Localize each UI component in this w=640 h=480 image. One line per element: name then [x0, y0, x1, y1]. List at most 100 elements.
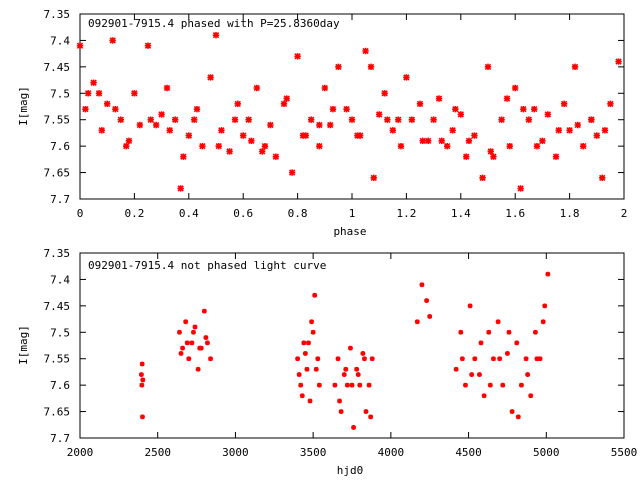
unphased-chart: 7.35 7.4 7.45 7.5 7.55 7.6 7.65 7.7 2000 2500 300…	[17, 247, 637, 477]
unphased-data-point	[295, 356, 300, 362]
phased-chart: 7.357.47.457.57.557.67.657.7 0 0.2 0.4 0.6 0…	[17, 8, 627, 238]
phased-data-point	[302, 132, 309, 139]
unphased-data-point	[306, 340, 311, 346]
phased-data-point	[503, 95, 511, 102]
unphased-x-tick-label: 2500	[144, 446, 171, 459]
phased-data-point	[294, 53, 301, 60]
phased-data-point	[419, 137, 426, 145]
phased-data-point	[395, 116, 402, 123]
unphased-data-point	[191, 329, 196, 335]
phased-data-point	[147, 116, 154, 123]
unphased-data-point	[309, 319, 314, 325]
phased-data-point	[544, 111, 552, 118]
phased-x-axis-label: phase	[333, 225, 366, 238]
phased-data-point	[231, 116, 239, 123]
phased-data-point	[389, 127, 396, 134]
unphased-data-point	[540, 319, 546, 325]
phased-data-point	[95, 90, 103, 97]
unphased-data-point	[312, 292, 318, 298]
phased-data-point	[158, 111, 165, 118]
phased-data-point	[533, 142, 541, 150]
unphased-data-point	[337, 398, 342, 404]
unphased-data-point	[197, 345, 203, 351]
phased-data-point	[245, 116, 252, 123]
phased-data-point	[381, 90, 388, 97]
unphased-data-point	[453, 366, 459, 372]
phased-data-point	[593, 132, 600, 139]
unphased-data-point	[467, 303, 473, 309]
phased-data-point	[185, 132, 192, 139]
phased-y-tick-label: 7.6	[50, 140, 70, 153]
phased-x-tick-label: 1.4	[451, 207, 471, 220]
unphased-data-point	[537, 356, 543, 362]
unphased-data-point	[514, 340, 520, 346]
unphased-data-point	[203, 335, 209, 340]
unphased-data-point	[363, 409, 369, 414]
unphased-x-ticks: 2000 2500 3000 3500 4000 4500 5000 5500	[67, 253, 637, 459]
phased-y-tick-label: 7.5	[50, 87, 70, 100]
unphased-data-point	[362, 356, 367, 362]
phased-data-point	[109, 37, 116, 44]
unphased-data-point	[357, 382, 363, 388]
unphased-y-tick-label: 7.7	[50, 432, 70, 445]
unphased-x-tick-label: 3500	[300, 446, 327, 459]
unphased-data-point	[301, 340, 307, 346]
phased-x-tick-label: 1	[349, 207, 356, 220]
phased-data-point	[316, 142, 323, 150]
phased-data-point	[226, 148, 233, 155]
phased-data-point	[125, 137, 133, 145]
unphased-data-point	[296, 372, 302, 377]
phased-x-tick-label: 1.2	[396, 207, 416, 220]
unphased-data-point	[341, 372, 347, 377]
phased-y-tick-label: 7.35	[44, 8, 71, 21]
phased-data-point	[144, 42, 152, 49]
unphased-data-point	[140, 414, 145, 420]
phased-data-point	[517, 185, 524, 192]
phased-data-point	[566, 127, 573, 134]
unphased-data-point	[338, 409, 344, 414]
phased-data-point	[384, 116, 391, 123]
unphased-data-point	[140, 377, 146, 383]
unphased-data-point	[354, 366, 360, 372]
unphased-x-tick-label: 5000	[533, 446, 560, 459]
unphased-data-point	[414, 319, 420, 325]
phased-data-point	[607, 100, 614, 108]
unphased-data-point	[486, 329, 492, 335]
unphased-x-axis-label: hjd0	[337, 464, 364, 477]
unphased-data-point	[469, 372, 475, 377]
phased-data-point	[199, 142, 206, 150]
unphased-data-point	[528, 393, 534, 399]
unphased-data-point	[542, 303, 548, 309]
unphased-data-point	[189, 340, 195, 346]
phased-data-point	[166, 127, 173, 134]
unphased-y-tick-label: 7.6	[50, 379, 70, 392]
phased-data-point	[362, 47, 369, 55]
phased-data-point	[283, 95, 290, 102]
unphased-data-point	[332, 382, 338, 388]
unphased-data-point	[139, 382, 145, 388]
phased-x-tick-label: 0.6	[233, 207, 253, 220]
unphased-data-point	[519, 382, 524, 388]
phased-data-point	[316, 121, 323, 129]
phased-data-point	[438, 137, 445, 145]
unphased-data-point	[177, 329, 182, 335]
phased-data-point	[131, 90, 138, 97]
unphased-data-point	[205, 340, 210, 346]
phased-data-point	[84, 90, 92, 97]
unphased-x-tick-label: 2000	[67, 446, 94, 459]
unphased-data-point	[184, 340, 190, 346]
unphased-data-point	[366, 382, 372, 388]
phased-data-point	[234, 100, 241, 108]
phased-data-point	[348, 116, 356, 123]
unphased-data-point	[459, 356, 465, 362]
unphased-data-point	[525, 372, 531, 377]
phased-data-point	[321, 84, 328, 92]
phased-data-point	[574, 121, 581, 129]
unphased-data-point	[360, 351, 366, 356]
phased-data-point	[403, 74, 410, 81]
unphased-y-tick-label: 7.55	[44, 353, 71, 366]
unphased-data-point	[505, 351, 510, 356]
phased-data-point	[416, 100, 424, 108]
phased-data-points	[76, 31, 622, 192]
